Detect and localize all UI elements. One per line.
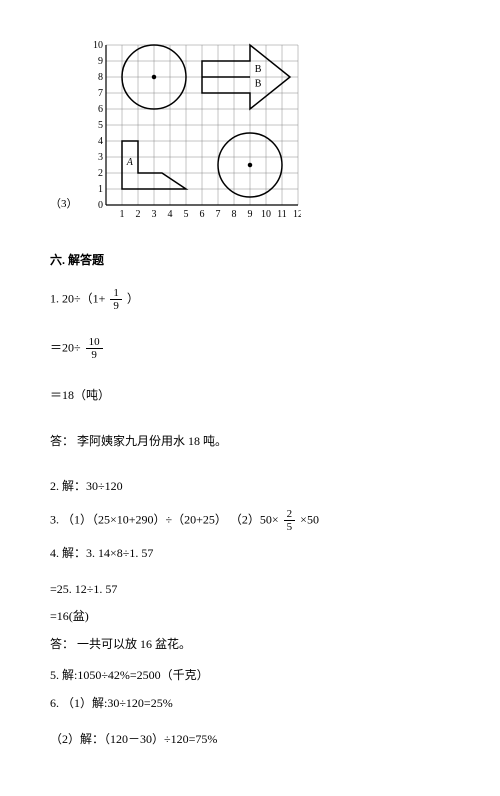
svg-text:5: 5 bbox=[183, 209, 188, 220]
q1-line1: 1. 20÷（1+ 1 9 ） bbox=[50, 287, 450, 312]
svg-text:9: 9 bbox=[98, 56, 103, 67]
svg-text:B: B bbox=[254, 79, 261, 90]
q1-prefix: 1. 20÷（1+ bbox=[50, 291, 105, 305]
problem-5: 5. 解:1050÷42%=2500（千克） bbox=[50, 665, 450, 687]
q1-line2: ＝20÷ 10 9 bbox=[50, 336, 450, 361]
svg-text:8: 8 bbox=[231, 209, 236, 220]
svg-text:2: 2 bbox=[135, 209, 140, 220]
svg-text:B: B bbox=[254, 64, 261, 75]
section-title: 六. 解答题 bbox=[50, 250, 450, 272]
q1-frac1: 1 9 bbox=[110, 287, 122, 312]
problem-4: 4. 解：3. 14×8÷1. 57 =25. 12÷1. 57 =16(盆) … bbox=[50, 543, 450, 655]
svg-text:5: 5 bbox=[98, 120, 103, 131]
q4-line1: 4. 解：3. 14×8÷1. 57 bbox=[50, 543, 450, 565]
problem-1: 1. 20÷（1+ 1 9 ） ＝20÷ 10 9 ＝18（吨） 答： 李阿姨家… bbox=[50, 287, 450, 453]
q1-result: ＝18（吨） bbox=[50, 385, 450, 407]
svg-text:A: A bbox=[125, 157, 133, 168]
svg-text:8: 8 bbox=[98, 72, 103, 83]
q1-eq2-prefix: ＝20÷ bbox=[50, 340, 81, 354]
problem-6-2: （2）解：（120－30）÷120=75% bbox=[50, 729, 450, 751]
svg-text:9: 9 bbox=[247, 209, 252, 220]
diagram-row: （3） 109876543210 123456789101112 BBA bbox=[50, 40, 450, 220]
svg-text:3: 3 bbox=[98, 152, 103, 163]
diagram-index: （3） bbox=[50, 195, 78, 215]
svg-text:7: 7 bbox=[98, 88, 103, 99]
svg-text:0: 0 bbox=[98, 200, 103, 211]
grid-diagram: 109876543210 123456789101112 BBA bbox=[86, 40, 301, 220]
svg-text:2: 2 bbox=[98, 168, 103, 179]
svg-text:7: 7 bbox=[215, 209, 220, 220]
q1-frac2: 10 9 bbox=[86, 336, 103, 361]
svg-text:1: 1 bbox=[119, 209, 124, 220]
svg-text:10: 10 bbox=[261, 209, 271, 220]
problem-3: 3. （1）（25×10+290）÷（20+25） （2）50× 2 5 ×50 bbox=[50, 508, 450, 533]
svg-text:3: 3 bbox=[151, 209, 156, 220]
problem-2: 2. 解：30÷120 bbox=[50, 476, 450, 498]
svg-text:4: 4 bbox=[167, 209, 172, 220]
q1-answer: 答： 李阿姨家九月份用水 18 吨。 bbox=[50, 431, 450, 453]
svg-text:1: 1 bbox=[98, 184, 103, 195]
q3-part2: ×50 bbox=[300, 512, 319, 526]
svg-text:12: 12 bbox=[293, 209, 301, 220]
svg-text:10: 10 bbox=[93, 40, 103, 51]
svg-text:11: 11 bbox=[277, 209, 287, 220]
svg-text:6: 6 bbox=[199, 209, 204, 220]
q4-line2: =25. 12÷1. 57 bbox=[50, 579, 450, 601]
q4-answer: 答： 一共可以放 16 盆花。 bbox=[50, 634, 450, 656]
q3-frac: 2 5 bbox=[284, 508, 296, 533]
problem-6-1: 6. （1）解:30÷120=25% bbox=[50, 693, 450, 715]
q3-part1: 3. （1）（25×10+290）÷（20+25） （2）50× bbox=[50, 512, 279, 526]
svg-text:6: 6 bbox=[98, 104, 103, 115]
q4-line3: =16(盆) bbox=[50, 606, 450, 628]
q1-suffix: ） bbox=[127, 291, 139, 305]
svg-text:4: 4 bbox=[98, 136, 103, 147]
